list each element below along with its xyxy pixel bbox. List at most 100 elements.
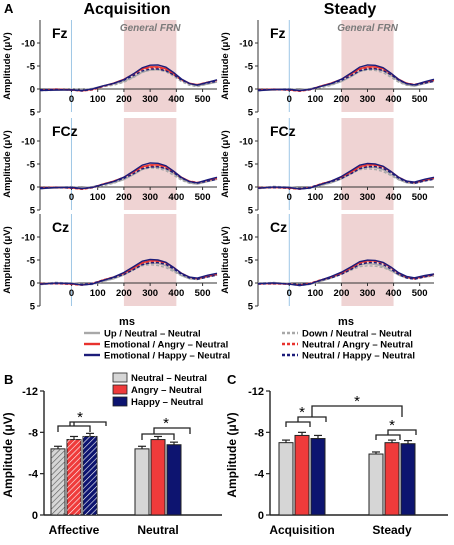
x-tick-label: 0	[69, 288, 74, 299]
legend-swatch	[112, 372, 128, 383]
legend-label: Angry – Neutral	[131, 385, 202, 396]
column-title-acquisition: Acquisition	[83, 1, 170, 18]
frn-window-label: General FRN	[337, 23, 398, 34]
y-tick-label: 0	[30, 279, 35, 290]
x-tick-label: 0	[69, 94, 74, 105]
y-tick-label: -5	[245, 160, 254, 171]
y-tick-label: 5	[30, 206, 36, 217]
significance-star: *	[389, 417, 395, 434]
y-tick-label: 0	[32, 510, 38, 522]
x-tick-label: 500	[195, 192, 211, 203]
x-axis-label: ms	[338, 316, 354, 328]
bar	[166, 444, 182, 516]
significance-star: *	[299, 404, 305, 421]
y-tick-label: 5	[248, 206, 254, 217]
electrode-label: FCz	[270, 123, 296, 139]
y-tick-label: -10	[239, 137, 253, 148]
x-tick-label: 300	[142, 94, 158, 105]
x-tick-label: Acquisition	[269, 523, 334, 537]
electrode-label: Cz	[52, 219, 69, 235]
y-tick-label: -5	[245, 256, 254, 267]
erp-trace	[257, 262, 435, 286]
y-tick-label: -10	[21, 233, 35, 244]
bar	[278, 442, 294, 516]
x-tick-label: 0	[287, 94, 292, 105]
frn-window	[341, 20, 394, 112]
x-tick-label: 400	[386, 192, 402, 203]
y-tick-label: 0	[248, 183, 253, 194]
bar	[384, 442, 400, 516]
electrode-label: Cz	[270, 219, 287, 235]
y-axis-label: Amplitude (μV)	[2, 226, 13, 294]
x-tick-label: 100	[90, 94, 106, 105]
x-tick-label: 100	[307, 192, 323, 203]
x-tick-label: 500	[195, 288, 211, 299]
bar	[400, 443, 416, 516]
x-tick-label: Affective	[49, 523, 100, 537]
x-tick-label: 300	[142, 288, 158, 299]
bar	[294, 434, 310, 516]
x-tick-label: 200	[334, 94, 350, 105]
column-title-steady: Steady	[324, 1, 377, 18]
significance-star: *	[354, 393, 360, 410]
y-tick-label: -4	[254, 469, 265, 481]
significance-bracket	[57, 425, 91, 432]
frn-window-label: General FRN	[120, 23, 181, 34]
x-tick-label: 100	[307, 288, 323, 299]
significance-bracket	[153, 427, 191, 434]
bar-hatch	[51, 448, 65, 515]
x-tick-label: 400	[168, 288, 184, 299]
legend-label: Emotional / Happy – Neutral	[104, 351, 230, 362]
x-tick-label: 400	[386, 94, 402, 105]
y-axis-label: Amplitude (μV)	[2, 32, 13, 100]
bar-hatch	[67, 439, 81, 515]
y-axis-label: Amplitude (μV)	[220, 130, 231, 198]
legend-label: Neutral / Angry – Neutral	[302, 340, 413, 351]
significance-bracket	[375, 434, 401, 440]
x-tick-label: 400	[168, 192, 184, 203]
erp-trace	[257, 259, 435, 287]
x-tick-label: Steady	[372, 523, 412, 537]
x-tick-label: 300	[360, 94, 376, 105]
y-tick-label: -12	[248, 386, 264, 398]
panel-letter-a: A	[4, 1, 14, 16]
y-axis-label: Amplitude (μV)	[220, 32, 231, 100]
y-tick-label: 0	[30, 85, 35, 96]
significance-bracket	[387, 429, 417, 435]
x-tick-label: 0	[69, 192, 74, 203]
legend-erp: Up / Neutral – Neutral Down / Neutral – N…	[84, 329, 415, 362]
frn-window	[123, 20, 177, 112]
legend-label: Neutral – Neutral	[131, 373, 207, 384]
x-tick-label: 300	[142, 192, 158, 203]
bar	[150, 439, 166, 516]
y-tick-label: -5	[27, 62, 36, 73]
y-tick-label: 5	[248, 108, 254, 119]
y-tick-label: 0	[30, 183, 35, 194]
bar	[368, 453, 384, 516]
y-tick-label: 0	[248, 279, 253, 290]
significance-star: *	[77, 409, 83, 426]
x-tick-label: 400	[386, 288, 402, 299]
x-tick-label: 100	[307, 94, 323, 105]
y-tick-label: -10	[239, 39, 253, 50]
y-tick-label: -5	[27, 256, 36, 267]
legend-label: Emotional / Angry – Neutral	[104, 340, 228, 351]
y-axis-label: Amplitude (μV)	[220, 226, 231, 294]
erp-trace	[39, 166, 218, 190]
x-tick-label: 500	[195, 94, 211, 105]
y-tick-label: -5	[245, 62, 254, 73]
y-tick-label: -10	[239, 233, 253, 244]
significance-bracket	[285, 421, 311, 427]
x-tick-label: 500	[412, 288, 428, 299]
x-tick-label: 200	[116, 94, 132, 105]
legend-label: Neutral / Happy – Neutral	[302, 351, 415, 362]
y-tick-label: -4	[28, 469, 39, 481]
panel-letter-c: C	[227, 372, 237, 387]
